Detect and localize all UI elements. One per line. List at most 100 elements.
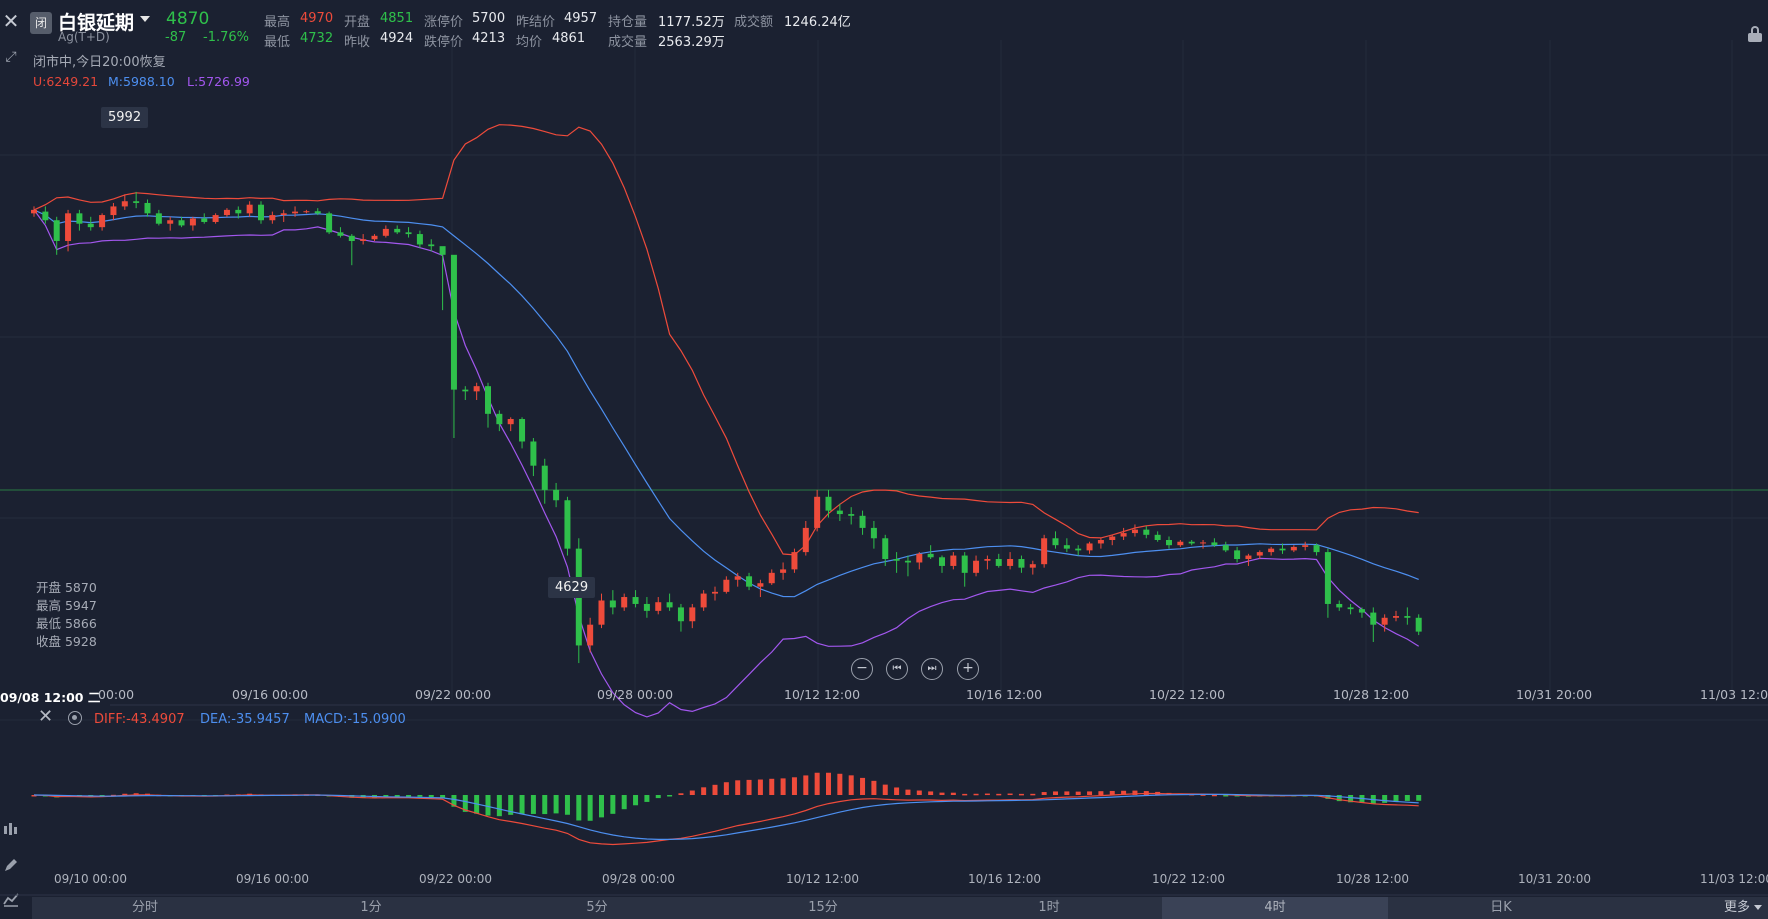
candle-body <box>1313 545 1320 553</box>
macd-histogram-bar <box>1325 795 1331 799</box>
candle-body <box>1143 529 1150 535</box>
close-icon[interactable]: ✕ <box>2 9 20 33</box>
candle-body <box>87 223 94 228</box>
macd-histogram-bar <box>1132 790 1138 795</box>
scroll-start-button[interactable]: ⏮ <box>886 658 908 680</box>
x-axis-label: 09/22 00:00 <box>415 687 492 702</box>
macd-histogram-bar <box>610 795 616 814</box>
x-axis-label: 11/03 12:00 <box>1700 687 1768 702</box>
chevron-down-icon[interactable] <box>1754 905 1762 910</box>
boll-lower-line <box>33 209 1420 718</box>
tab-1hour[interactable]: 1时 <box>1038 900 1060 915</box>
candle-body <box>1007 559 1014 566</box>
tab-4hour[interactable]: 4时 <box>1162 897 1388 919</box>
candle-body <box>1211 542 1218 546</box>
candle-body <box>31 209 37 214</box>
candle-body <box>984 559 991 561</box>
macd-histogram-bar <box>383 795 389 798</box>
price-change-pct: -1.76% <box>203 30 249 45</box>
ohlc-low: 最低 5866 <box>36 616 97 631</box>
candle-body <box>632 597 639 604</box>
indicator-icon[interactable] <box>0 820 22 842</box>
macd-histogram-bar <box>962 793 968 796</box>
instrument-title[interactable]: 白银延期 <box>58 12 135 34</box>
macd-histogram-bar <box>939 792 945 795</box>
lock-icon[interactable] <box>1748 26 1762 42</box>
tab-15min[interactable]: 15分 <box>808 900 838 915</box>
macd-dea-value: DEA:-35.9457 <box>200 712 290 727</box>
open-value: 4851 <box>380 11 414 26</box>
x-axis-label: 00:00 <box>98 687 135 702</box>
volume-label: 成交量 <box>608 35 648 50</box>
candle-body <box>848 514 855 516</box>
volume-value: 2563.29万 <box>658 35 725 50</box>
macd-histogram-bar <box>1109 790 1115 795</box>
macd-histogram-bar <box>644 795 650 802</box>
candle-body <box>598 600 605 625</box>
candle-body <box>1358 609 1365 613</box>
tab-1min[interactable]: 1分 <box>360 900 382 915</box>
more-button[interactable]: 更多 <box>1723 900 1750 915</box>
macd-histogram-bar <box>1075 791 1081 795</box>
candle-body <box>655 602 662 611</box>
scroll-end-button[interactable]: ⏭ <box>921 658 943 680</box>
candle-body <box>1063 545 1070 549</box>
candle-body <box>643 603 650 611</box>
candle-body <box>836 510 843 515</box>
candle-body <box>1404 616 1411 618</box>
candle-body <box>541 465 548 490</box>
macd-x-label: 09/10 00:00 <box>54 872 127 886</box>
candle-body <box>734 576 741 580</box>
macd-histogram-bar <box>701 787 707 795</box>
macd-histogram-bar <box>894 787 900 795</box>
macd-x-label: 11/03 12:00 <box>1700 872 1768 886</box>
expand-icon[interactable]: ⤢ <box>5 49 17 65</box>
macd-histogram-bar <box>1098 791 1104 795</box>
avg-label: 均价 <box>516 35 543 50</box>
tab-5min[interactable]: 5分 <box>586 900 608 915</box>
candle-body <box>530 441 537 466</box>
zoom-out-button[interactable]: − <box>851 658 873 680</box>
macd-histogram-bar <box>769 778 775 795</box>
x-axis-label: 10/28 12:00 <box>1333 687 1410 702</box>
x-axis-label: 09/28 00:00 <box>597 687 674 702</box>
settings-gear-icon[interactable] <box>68 711 82 725</box>
macd-histogram-bar <box>1393 795 1399 802</box>
ohlc-open: 开盘 5870 <box>36 580 97 595</box>
chevron-down-icon[interactable] <box>140 16 150 22</box>
macd-histogram-bar <box>599 795 604 818</box>
x-axis-label: 09/16 00:00 <box>232 687 309 702</box>
macd-histogram-bar <box>735 780 741 795</box>
candle-body <box>337 232 344 236</box>
tab-timeshare[interactable]: 分时 <box>131 900 158 915</box>
candle-body <box>1018 559 1025 568</box>
candle-body <box>1052 538 1059 546</box>
candle-body <box>1075 548 1082 551</box>
candle-body <box>462 389 469 392</box>
macd-histogram-bar <box>916 790 922 795</box>
candle-body <box>1302 545 1309 547</box>
candle-body <box>825 496 832 511</box>
macd-histogram-bar <box>757 779 763 795</box>
candle-body <box>1109 536 1116 540</box>
candle-body <box>42 211 49 221</box>
candle-body <box>485 386 491 414</box>
boll-upper: U:6249.21 <box>33 74 99 89</box>
macd-histogram-bar <box>746 779 752 795</box>
candle-body <box>950 555 957 566</box>
low-label: 最低 <box>264 35 291 50</box>
candle-body <box>76 213 83 224</box>
zoom-in-button[interactable]: + <box>957 658 979 680</box>
macd-histogram-bar <box>803 775 809 795</box>
pencil-icon[interactable] <box>0 856 22 878</box>
tab-daily[interactable]: 日K <box>1490 900 1512 915</box>
candle-body <box>973 560 980 573</box>
line-chart-icon[interactable] <box>0 890 22 912</box>
close-macd-icon[interactable]: ✕ <box>38 706 54 727</box>
macd-histogram-bar <box>871 780 877 795</box>
macd-x-label: 09/22 00:00 <box>419 872 492 886</box>
candle-body <box>269 215 276 221</box>
candle-body <box>1279 548 1286 551</box>
candle-body <box>1415 617 1422 632</box>
